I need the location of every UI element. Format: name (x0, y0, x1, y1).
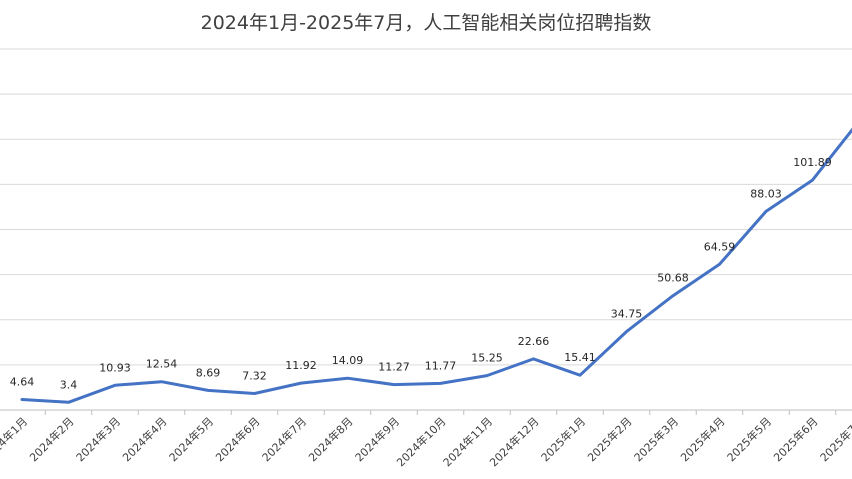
x-tick-label: 2025年1月 (538, 414, 588, 464)
data-label: 64.59 (704, 240, 736, 253)
data-label: 11.27 (378, 361, 410, 374)
data-label: 88.03 (750, 187, 782, 200)
x-tick-label: 2025年6月 (770, 414, 820, 464)
data-label: 22.66 (518, 335, 550, 348)
data-label: 34.75 (611, 308, 643, 321)
data-labels: 4.64 3.4 10.93 12.54 8.69 7.32 11.92 14.09 11.27… (10, 156, 832, 391)
data-label: 3.4 (60, 378, 78, 391)
x-tick-label: 2024年3月 (73, 414, 123, 464)
gridlines (0, 48, 852, 415)
x-tick-label: 2024年12月 (486, 414, 541, 469)
x-tick-label: 2024年7月 (259, 414, 309, 464)
x-tick-label: 2024年2月 (26, 414, 76, 464)
x-tick-label: 2024年6月 (212, 414, 262, 464)
data-label: 7.32 (242, 369, 267, 382)
data-label: 15.41 (564, 351, 596, 364)
data-label: 11.77 (425, 359, 457, 372)
x-tick-label: 2024年4月 (119, 414, 169, 464)
x-tick-label: 2025年4月 (677, 414, 727, 464)
data-label: 4.64 (10, 376, 35, 389)
x-tick-label: 2025年2月 (584, 414, 634, 464)
data-label: 11.92 (285, 359, 317, 372)
chart-title: 2024年1月-2025年7月，人工智能相关岗位招聘指数 (200, 12, 652, 34)
x-tick-label: 2025年3月 (631, 414, 681, 464)
x-tick-label: 2024年9月 (352, 414, 402, 464)
data-label: 101.89 (793, 156, 832, 169)
data-label: 8.69 (196, 366, 221, 379)
x-tick-label: 2025年5月 (724, 414, 774, 464)
x-tick-label: 2024年5月 (166, 414, 216, 464)
x-tick-labels: 2024年1月2024年2月2024年3月2024年4月2024年5月2024年… (0, 414, 852, 469)
data-label: 14.09 (332, 354, 364, 367)
data-label: 12.54 (146, 358, 178, 371)
data-label: 50.68 (657, 272, 689, 285)
series-line (20, 127, 852, 404)
series-group (20, 127, 852, 404)
x-tick-label: 2024年1月 (0, 414, 30, 464)
x-tick-label: 2024年8月 (305, 414, 355, 464)
x-tick-label: 2025年7月 (817, 414, 852, 464)
data-label: 10.93 (99, 361, 131, 374)
data-label: 15.25 (471, 352, 503, 365)
